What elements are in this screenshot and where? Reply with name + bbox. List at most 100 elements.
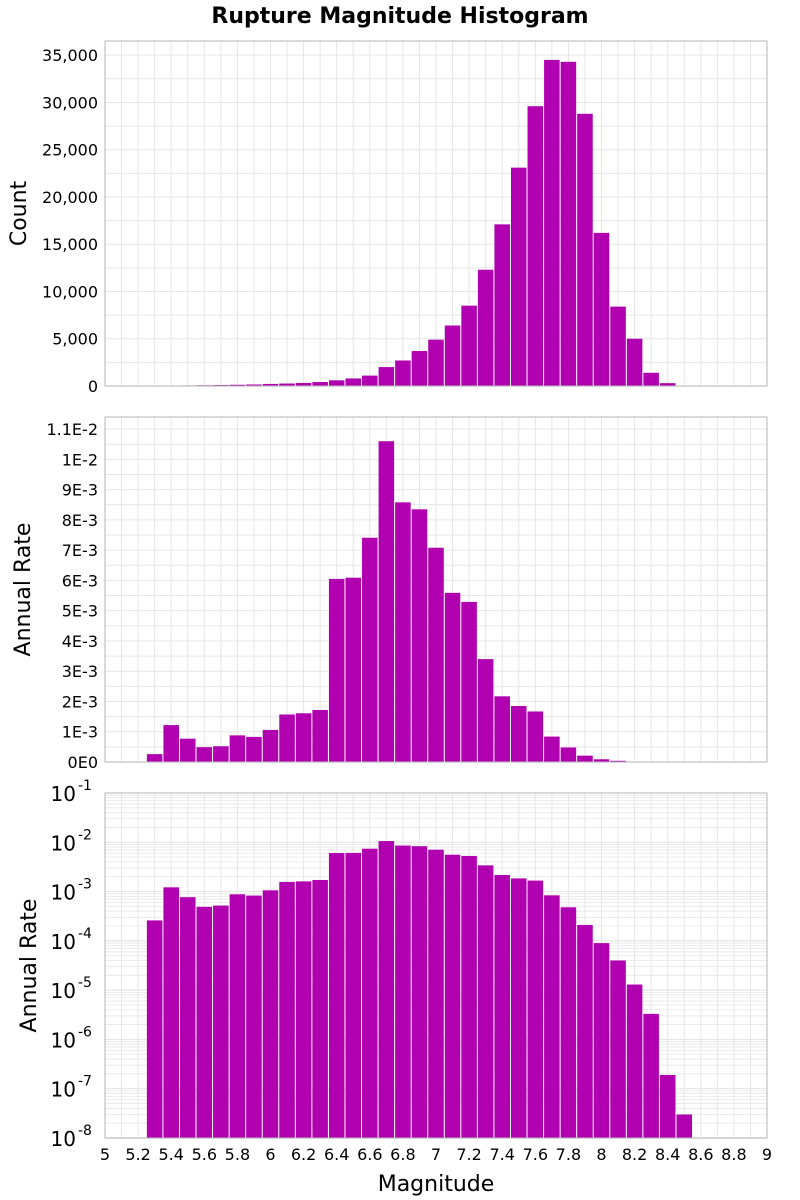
histogram-bar <box>626 338 643 386</box>
histogram-bar <box>610 306 626 386</box>
ytick-label: 5,000 <box>52 330 98 349</box>
histogram-bar <box>411 846 428 1138</box>
histogram-bar <box>262 729 279 762</box>
panel-rate-log-frame <box>104 792 768 1139</box>
panel-rate-log-ylabel: Annual Rate <box>17 899 42 1033</box>
histogram-bar <box>213 905 229 1138</box>
histogram-bar <box>428 339 444 386</box>
xtick-label: 7.2 <box>456 1145 481 1164</box>
xtick-label: 5 <box>100 1145 110 1164</box>
x-axis-label: Magnitude <box>378 1172 495 1197</box>
histogram-bar <box>643 1013 659 1138</box>
xtick-label: 7.6 <box>523 1145 548 1164</box>
histogram-bar <box>477 659 494 762</box>
ytick-label: 10 <box>51 831 76 855</box>
histogram-bar <box>428 547 444 762</box>
panel-count-frame <box>104 40 768 387</box>
histogram-bar <box>461 601 477 762</box>
ytick-label: 10 <box>51 930 76 954</box>
histogram-bar <box>295 382 312 386</box>
ytick-exponent: -3 <box>78 877 92 893</box>
ytick-label: 1.1E-2 <box>46 420 98 439</box>
ytick-label: 10 <box>51 979 76 1003</box>
panel-rate-linear-bars <box>146 441 643 762</box>
ytick-exponent: -2 <box>78 827 92 843</box>
xtick-label: 6.8 <box>390 1145 415 1164</box>
histogram-bar <box>544 59 560 386</box>
ytick-label: 2E-3 <box>62 692 98 711</box>
histogram-bar <box>163 887 179 1138</box>
histogram-bar <box>279 881 295 1138</box>
histogram-bar <box>279 383 295 386</box>
ytick-label: 0 <box>88 377 98 396</box>
ytick-label: 10,000 <box>42 282 98 301</box>
histogram-bar <box>312 382 328 386</box>
ytick-label: 7E-3 <box>62 541 98 560</box>
ytick-label: 10 <box>51 1028 76 1052</box>
histogram-bar <box>295 881 312 1138</box>
histogram-bar <box>477 865 494 1138</box>
histogram-bar <box>527 880 544 1138</box>
histogram-bar <box>676 1114 693 1138</box>
histogram-bar <box>229 735 246 762</box>
histogram-bar <box>560 907 577 1138</box>
histogram-bar <box>196 906 213 1138</box>
ytick-label: 10 <box>51 1078 76 1102</box>
xtick-label: 5.8 <box>225 1145 250 1164</box>
ytick-label: 15,000 <box>42 235 98 254</box>
histogram-bar <box>378 367 395 386</box>
histogram-bar <box>643 372 659 386</box>
ytick-exponent: -5 <box>78 975 92 991</box>
histogram-bar <box>494 696 510 762</box>
ytick-label: 1E-3 <box>62 723 98 742</box>
xtick-label: 6 <box>265 1145 275 1164</box>
histogram-bar <box>213 746 229 762</box>
histogram-bar <box>395 845 411 1138</box>
xtick-label: 6.2 <box>291 1145 316 1164</box>
panel-count-yticks: 0 5,000 10,000 15,000 20,000 25,000 30,000 35,0… <box>42 46 98 396</box>
histogram-bar <box>345 378 362 386</box>
histogram-bar <box>544 895 560 1138</box>
ytick-label: 0E0 <box>68 753 98 772</box>
ytick-label: 10 <box>51 1127 76 1151</box>
histogram-bar <box>146 920 163 1138</box>
ytick-label: 20,000 <box>42 188 98 207</box>
histogram-bar <box>295 713 312 762</box>
chart-title: Rupture Magnitude Histogram <box>211 4 588 29</box>
histogram-bar <box>577 755 593 762</box>
histogram-bar <box>560 747 577 762</box>
xtick-label: 6.6 <box>357 1145 382 1164</box>
histogram-bar <box>312 709 328 762</box>
histogram-bar <box>328 578 345 762</box>
ytick-label: 3E-3 <box>62 662 98 681</box>
histogram-bar <box>593 232 610 386</box>
ytick-exponent: -8 <box>78 1123 92 1139</box>
histogram-bar <box>610 760 626 762</box>
histogram-bar <box>527 106 544 386</box>
xtick-label: 7 <box>431 1145 441 1164</box>
panel-rate-log-yticks: 10-110-210-310-410-510-610-710-8 <box>51 778 93 1151</box>
ytick-exponent: -7 <box>78 1074 92 1090</box>
histogram-bar <box>593 759 610 762</box>
histogram-bar <box>229 384 246 386</box>
histogram-bar <box>494 224 510 386</box>
panel-rate-log: 10-110-210-310-410-510-610-710-8 5 5.2 5.4… <box>17 778 772 1197</box>
histogram-bar <box>494 874 510 1138</box>
panel-rate-linear-yticks: 0E0 1E-3 2E-3 3E-3 4E-3 5E-3 6E-3 7E-3 8E-3 9E-3 1… <box>46 420 98 772</box>
histogram-bar <box>362 848 378 1138</box>
panel-rate-log-bars <box>146 841 693 1138</box>
histogram-bar <box>444 854 461 1138</box>
panel-count-bars <box>163 59 676 386</box>
panel-rate-log-xticks: 5 5.2 5.4 5.6 5.8 6 6.2 6.4 6.6 6.8 7 7.2 7.4 7.6 7.8 8… <box>100 1145 772 1164</box>
histogram-bar <box>560 61 577 386</box>
histogram-bar <box>659 383 676 386</box>
histogram-bar <box>626 984 643 1138</box>
ytick-exponent: -4 <box>78 926 92 942</box>
histogram-bar <box>378 441 395 762</box>
xtick-label: 7.4 <box>489 1145 514 1164</box>
xtick-label: 8.8 <box>721 1145 746 1164</box>
histogram-bar <box>229 894 246 1138</box>
histogram-bar <box>328 380 345 386</box>
histogram-bar <box>477 269 494 386</box>
